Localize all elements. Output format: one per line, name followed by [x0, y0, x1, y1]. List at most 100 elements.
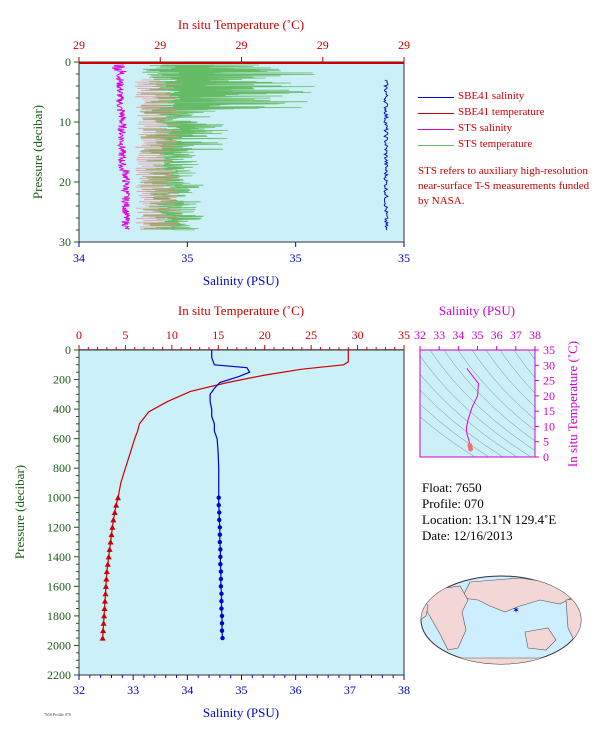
- salinity-point: [217, 525, 223, 530]
- ts-sal-ticks: 32 33 34 35 36 37 38: [414, 328, 541, 350]
- salinity-point: [219, 613, 225, 619]
- top-sts-salinity-line: [111, 64, 131, 230]
- temperature-point: [102, 598, 108, 604]
- temperature-point: [115, 494, 121, 501]
- temperature-point: [100, 627, 107, 634]
- salinity-point: [218, 547, 223, 552]
- ts-sal-tick-label: 38: [529, 328, 541, 342]
- ts-panel: Salinity (PSU) 32 33 34 35 36 37 38 05 10152025…: [414, 303, 580, 467]
- main-sal-tick-label: 38: [398, 683, 410, 697]
- top-sal-tick-label: 34: [73, 251, 85, 265]
- ts-temp-tick-label: 15: [543, 404, 555, 418]
- main-sal-tick-label: 35: [236, 683, 248, 697]
- density-contour: [457, 350, 535, 431]
- temperature-point: [113, 502, 120, 508]
- density-contour: [499, 350, 535, 394]
- top-y-axis-title: Pressure (decibar): [30, 105, 45, 199]
- density-contour: [443, 350, 535, 442]
- density-contour: [420, 355, 532, 457]
- top-y-tick-label: 30: [59, 235, 71, 249]
- top-temp-tick-label: 29: [398, 38, 410, 52]
- main-temp-tick-label: 25: [305, 328, 317, 342]
- temperature-point: [103, 568, 110, 575]
- sts-temperature-overlay: [135, 79, 182, 230]
- legend-label: SBE41 salinity: [458, 90, 525, 102]
- salinity-point: [219, 598, 224, 604]
- ts-temp-tick-label: 25: [543, 374, 555, 388]
- top-temp-tick-label: 29: [317, 38, 329, 52]
- main-salinity-line: [209, 350, 251, 641]
- temperature-point: [102, 583, 109, 589]
- salinity-point: [218, 576, 224, 582]
- sts-salinity-trace: [111, 64, 131, 230]
- top-sal-tick-label: 35: [290, 251, 302, 265]
- main-y-tick-label: 2000: [47, 638, 71, 652]
- main-y-tick-label: 1000: [47, 491, 71, 505]
- ts-sal-axis-title: Salinity (PSU): [439, 303, 515, 318]
- legend-label: STS salinity: [458, 122, 513, 134]
- ts-deep-point: [468, 446, 473, 452]
- density-contour: [485, 350, 535, 408]
- legend-swatch: [418, 129, 454, 130]
- ts-temp-tick-label: 5: [543, 435, 549, 449]
- top-sts-temperature-line: [135, 64, 315, 231]
- main-temp-tick-label: 10: [166, 328, 178, 342]
- main-y-tick-label: 1800: [47, 609, 71, 623]
- legend-label: SBE41 temperature: [458, 106, 545, 118]
- main-sal-ticks: 32 33 34 35 36 37 38: [73, 675, 410, 697]
- main-y-tick-label: 1600: [47, 579, 71, 593]
- date: Date: 12/16/2013: [422, 528, 513, 543]
- main-y-tick-label: 600: [53, 432, 71, 446]
- temperature-point: [104, 561, 111, 567]
- ts-plot-area: [419, 349, 536, 458]
- main-y-tick-label: 800: [53, 461, 71, 475]
- main-y-tick-label: 400: [53, 402, 71, 416]
- float-info: Float: 7650 Profile: 070 Location: 13.1˚…: [422, 480, 556, 544]
- top-y-tick-label: 20: [59, 175, 71, 189]
- density-contour: [420, 416, 476, 457]
- top-temp-axis-title: In situ Temperature (˚C): [178, 17, 304, 32]
- top-panel: In situ Temperature (˚C) 29 29 29 29 29 0 10 2…: [30, 17, 410, 288]
- ts-sal-tick-label: 34: [452, 328, 464, 342]
- salinity-point: [217, 510, 222, 515]
- temperature-point: [111, 509, 118, 515]
- top-temp-tick-label: 29: [236, 38, 248, 52]
- density-contour: [429, 350, 535, 451]
- main-sal-tick-label: 34: [181, 683, 193, 697]
- main-y-tick-label: 200: [53, 373, 71, 387]
- main-sal-tick-label: 33: [127, 683, 139, 697]
- top-sal-tick-label: 35: [398, 251, 410, 265]
- ts-profile-line: [465, 368, 480, 452]
- salinity-point: [217, 532, 223, 537]
- salinity-point: [220, 635, 225, 641]
- salinity-point: [218, 569, 224, 574]
- top-sal-ticks: 34 35 35 35: [73, 242, 410, 265]
- ts-temp-tick-label: 10: [543, 419, 555, 433]
- salinity-point: [219, 591, 224, 596]
- ts-density-contours: [420, 350, 535, 457]
- sts-note: STS refers to auxiliary high-resolution …: [418, 165, 590, 207]
- main-sal-tick-label: 36: [290, 683, 302, 697]
- salinity-point: [218, 562, 223, 567]
- temperature-point: [103, 575, 110, 582]
- top-y-ticks: 0 10 20 30: [59, 55, 79, 249]
- temperature-point: [100, 620, 107, 626]
- main-temp-tick-label: 15: [212, 328, 224, 342]
- main-y-axis-title: Pressure (decibar): [12, 465, 27, 559]
- ts-sal-tick-label: 32: [414, 328, 426, 342]
- temperature-point: [107, 539, 114, 545]
- main-y-tick-label: 1200: [47, 520, 71, 534]
- temperature-point: [101, 612, 108, 619]
- main-panel: In situ Temperature (˚C) 0 5 10 15 20 25 30 35 …: [12, 303, 410, 720]
- main-y-tick-label: 1400: [47, 550, 71, 564]
- temperature-point: [106, 546, 113, 552]
- salinity-point: [218, 554, 223, 560]
- main-temp-tick-label: 0: [76, 328, 82, 342]
- top-y-tick-label: 0: [65, 55, 71, 69]
- legend-swatch: [418, 113, 454, 114]
- legend-swatch: [418, 97, 454, 98]
- world-map: ✶: [420, 575, 582, 665]
- legend-label: STS temperature: [458, 138, 533, 150]
- top-temp-tick-label: 29: [154, 38, 166, 52]
